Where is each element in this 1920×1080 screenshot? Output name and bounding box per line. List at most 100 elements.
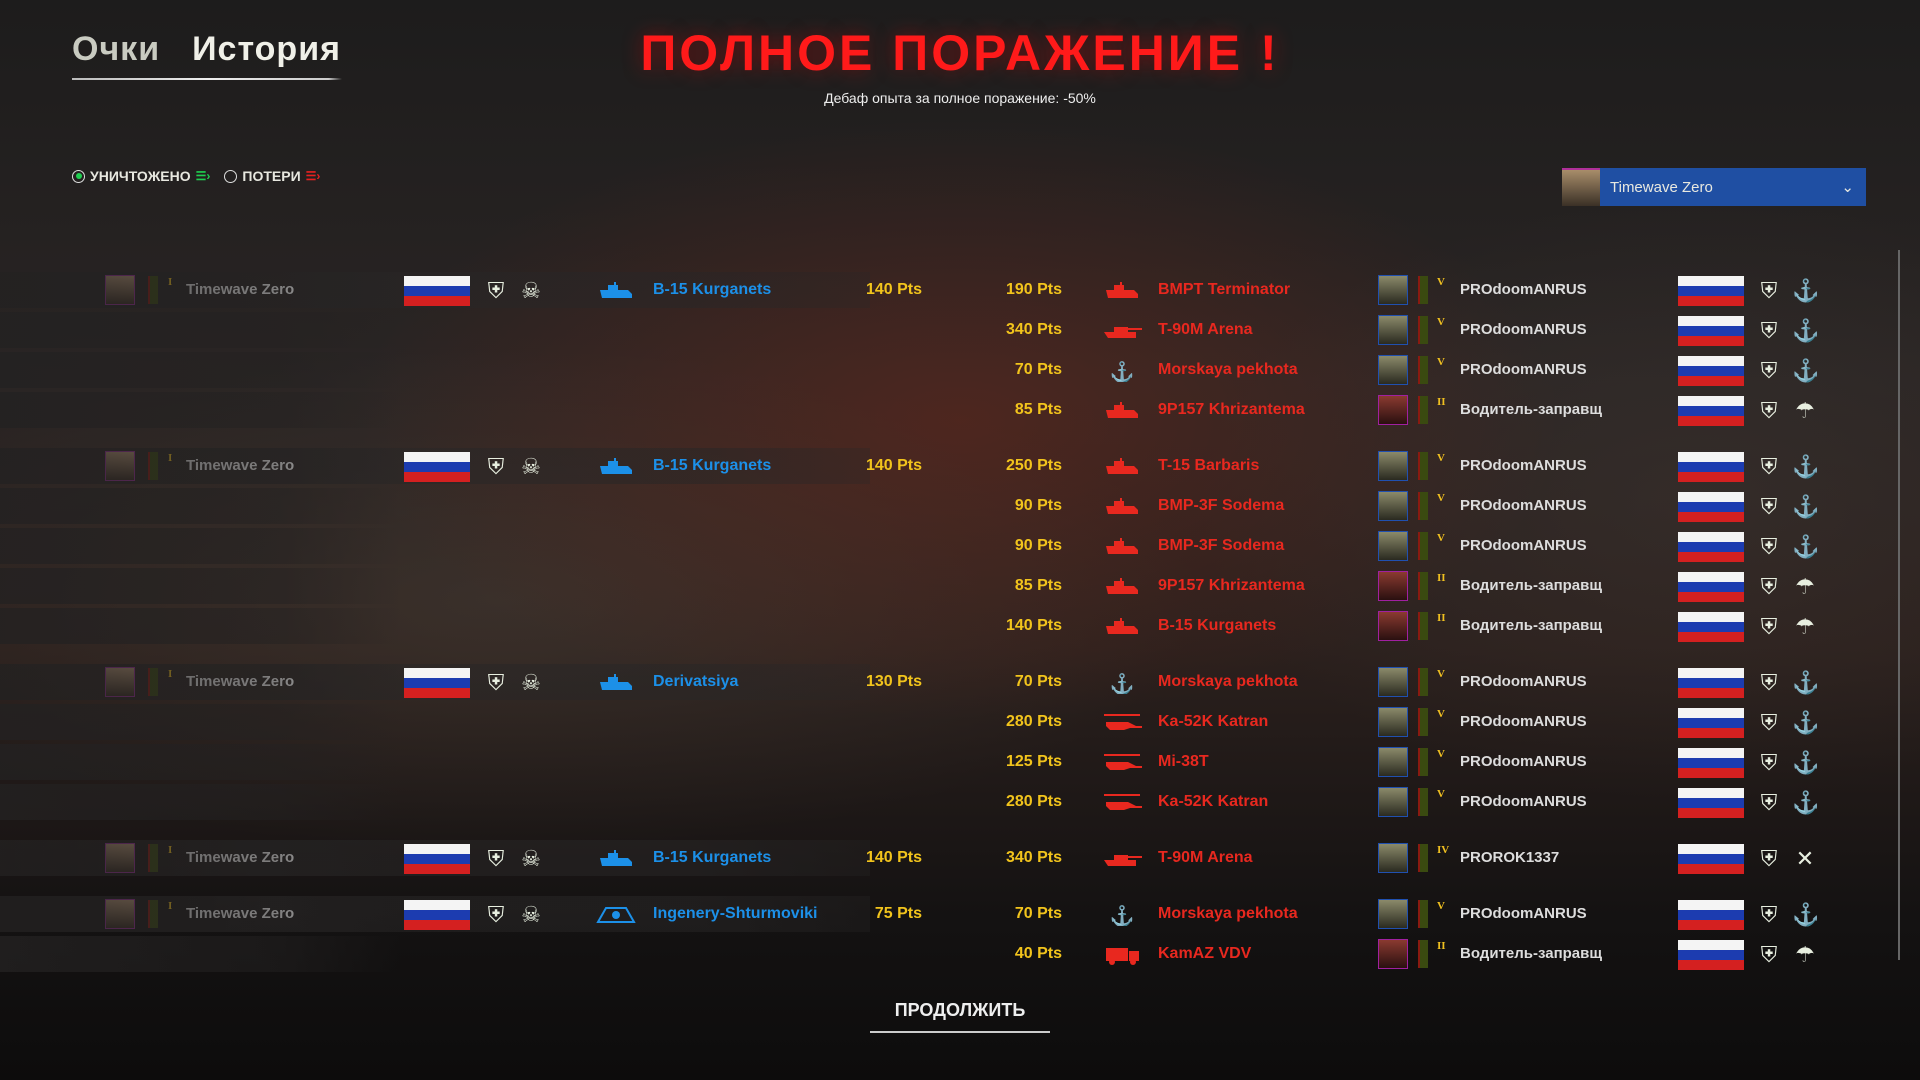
kill-row[interactable]: 85 Pts 9P157 Khrizantema II Водитель-заправ… xyxy=(0,392,1920,428)
avatar xyxy=(1378,531,1408,561)
list-arrow-icon: ☰› xyxy=(195,169,211,183)
paratrooper-icon: ☂ xyxy=(1795,574,1815,599)
anchor-icon: ⚓ xyxy=(1792,534,1820,559)
truck-icon xyxy=(1106,948,1139,965)
attacker-unit-name: Derivatsiya xyxy=(653,673,739,690)
avatar xyxy=(1378,899,1408,929)
victim-points: 90 Pts xyxy=(1014,497,1062,514)
filter-destroyed[interactable]: УНИЧТОЖЕНО ☰› xyxy=(72,168,210,184)
kill-row[interactable]: 40 Pts KamAZ VDV II Водитель-заправщ ⛨ ☂ xyxy=(0,936,1920,972)
army-emblem-icon: ⛨ xyxy=(1760,494,1778,519)
kill-row[interactable]: 90 Pts BMP-3F Sodema V PROdoomANRUS ⛨ ⚓ xyxy=(0,528,1920,564)
rank-level: V xyxy=(1437,356,1445,368)
ifv-icon xyxy=(1106,618,1138,634)
avatar xyxy=(1378,843,1408,873)
rank-insignia xyxy=(1418,532,1428,560)
player-select-value: Timewave Zero xyxy=(1610,178,1713,196)
victim-player-name: PROdoomANRUS xyxy=(1460,537,1587,554)
tab-history[interactable]: История xyxy=(192,30,341,68)
rank-level: II xyxy=(1437,612,1446,624)
victim-row-bg xyxy=(0,568,400,604)
russia-flag xyxy=(404,900,470,930)
avatar xyxy=(1378,451,1408,481)
kill-row[interactable]: 280 Pts Ka-52K Katran V PROdoomANRUS ⛨ ⚓ xyxy=(0,704,1920,740)
russia-flag xyxy=(1678,668,1744,698)
army-emblem-icon: ⛨ xyxy=(487,670,505,695)
rank-insignia xyxy=(1418,396,1428,424)
tank-icon xyxy=(1104,855,1142,866)
rank-level: IV xyxy=(1437,844,1450,856)
victim-player-name: Водитель-заправщ xyxy=(1460,617,1603,634)
kill-row[interactable]: 85 Pts 9P157 Khrizantema II Водитель-заправ… xyxy=(0,568,1920,604)
victim-unit-name: 9P157 Khrizantema xyxy=(1158,401,1305,418)
avatar xyxy=(1378,491,1408,521)
victim-points: 280 Pts xyxy=(1005,793,1062,810)
attacker-unit-name: B-15 Kurganets xyxy=(653,281,772,298)
rank-insignia xyxy=(1418,452,1428,480)
bmpt-icon xyxy=(1106,282,1138,298)
filter-losses[interactable]: ПОТЕРИ ☰› xyxy=(224,168,320,184)
kill-row[interactable]: 90 Pts BMP-3F Sodema V PROdoomANRUS ⛨ ⚓ xyxy=(0,488,1920,524)
victim-unit-name: Ka-52K Katran xyxy=(1158,713,1269,730)
anchor-icon: ⚓ xyxy=(1110,360,1135,382)
victim-unit-name: Mi-38T xyxy=(1158,753,1209,770)
russia-flag xyxy=(1678,396,1744,426)
victim-points: 70 Pts xyxy=(1014,361,1062,378)
rank-insignia xyxy=(1418,748,1428,776)
chevron-down-icon: ⌄ xyxy=(1841,179,1854,196)
victim-points: 190 Pts xyxy=(1005,281,1062,298)
attacker-unit-points: 140 Pts xyxy=(865,281,922,298)
victim-unit-name: BMP-3F Sodema xyxy=(1158,497,1285,514)
attacker-unit-points: 75 Pts xyxy=(874,905,922,922)
rank-level: V xyxy=(1437,452,1445,464)
anchor-icon: ⚓ xyxy=(1110,904,1135,926)
rank-level: V xyxy=(1437,532,1445,544)
rank-insignia xyxy=(1418,668,1428,696)
victim-unit-name: Ka-52K Katran xyxy=(1158,793,1269,810)
victim-player-name: Водитель-заправщ xyxy=(1460,401,1603,418)
atgm-icon xyxy=(1106,402,1138,418)
kill-row[interactable]: 70 Pts ⚓ Morskaya pekhota V PROdoomANRUS ⛨ ⚓ xyxy=(0,352,1920,388)
victim-points: 40 Pts xyxy=(1014,945,1062,962)
tab-points[interactable]: Очки xyxy=(72,30,161,68)
russia-flag xyxy=(1678,316,1744,346)
rank-insignia xyxy=(1418,708,1428,736)
kill-row[interactable]: 125 Pts Mi-38T V PROdoomANRUS ⛨ ⚓ xyxy=(0,744,1920,780)
player-select-dropdown[interactable]: Timewave Zero ⌄ xyxy=(1562,168,1866,206)
victim-player-name: PROdoomANRUS xyxy=(1460,497,1587,514)
kill-row[interactable]: 340 Pts T-90M Arena V PROdoomANRUS ⛨ ⚓ xyxy=(0,312,1920,348)
radio-icon[interactable] xyxy=(224,169,238,183)
avatar xyxy=(1378,571,1408,601)
tank-icon xyxy=(1104,327,1142,338)
victim-row-bg xyxy=(0,664,400,700)
radio-selected-icon[interactable] xyxy=(72,169,85,183)
victim-unit-name: Morskaya pekhota xyxy=(1158,673,1298,690)
continue-button[interactable]: ПРОДОЛЖИТЬ xyxy=(870,1000,1050,1033)
russia-flag xyxy=(1678,900,1744,930)
russia-flag xyxy=(1678,532,1744,562)
ifv-icon xyxy=(600,850,632,866)
anchor-icon: ⚓ xyxy=(1792,494,1820,519)
filter-losses-label: ПОТЕРИ xyxy=(242,168,301,184)
army-emblem-icon: ⛨ xyxy=(1760,750,1778,775)
faction-emblem-icon: ☠ xyxy=(521,902,541,927)
rank-insignia xyxy=(1418,612,1428,640)
kill-row[interactable]: 280 Pts Ka-52K Katran V PROdoomANRUS ⛨ ⚓ xyxy=(0,784,1920,820)
rank-level: V xyxy=(1437,788,1445,800)
anchor-icon: ⚓ xyxy=(1110,672,1135,694)
scrollbar[interactable] xyxy=(1898,250,1900,960)
anchor-icon: ⚓ xyxy=(1792,902,1820,927)
russia-flag xyxy=(1678,708,1744,738)
ifv-icon xyxy=(1106,538,1138,554)
anchor-icon: ⚓ xyxy=(1792,318,1820,343)
russia-flag xyxy=(1678,612,1744,642)
helicopter-icon xyxy=(1104,754,1142,770)
rank-insignia xyxy=(1418,316,1428,344)
avatar xyxy=(1378,667,1408,697)
kill-row[interactable]: 140 Pts B-15 Kurganets II Водитель-заправщ ⛨… xyxy=(0,608,1920,644)
